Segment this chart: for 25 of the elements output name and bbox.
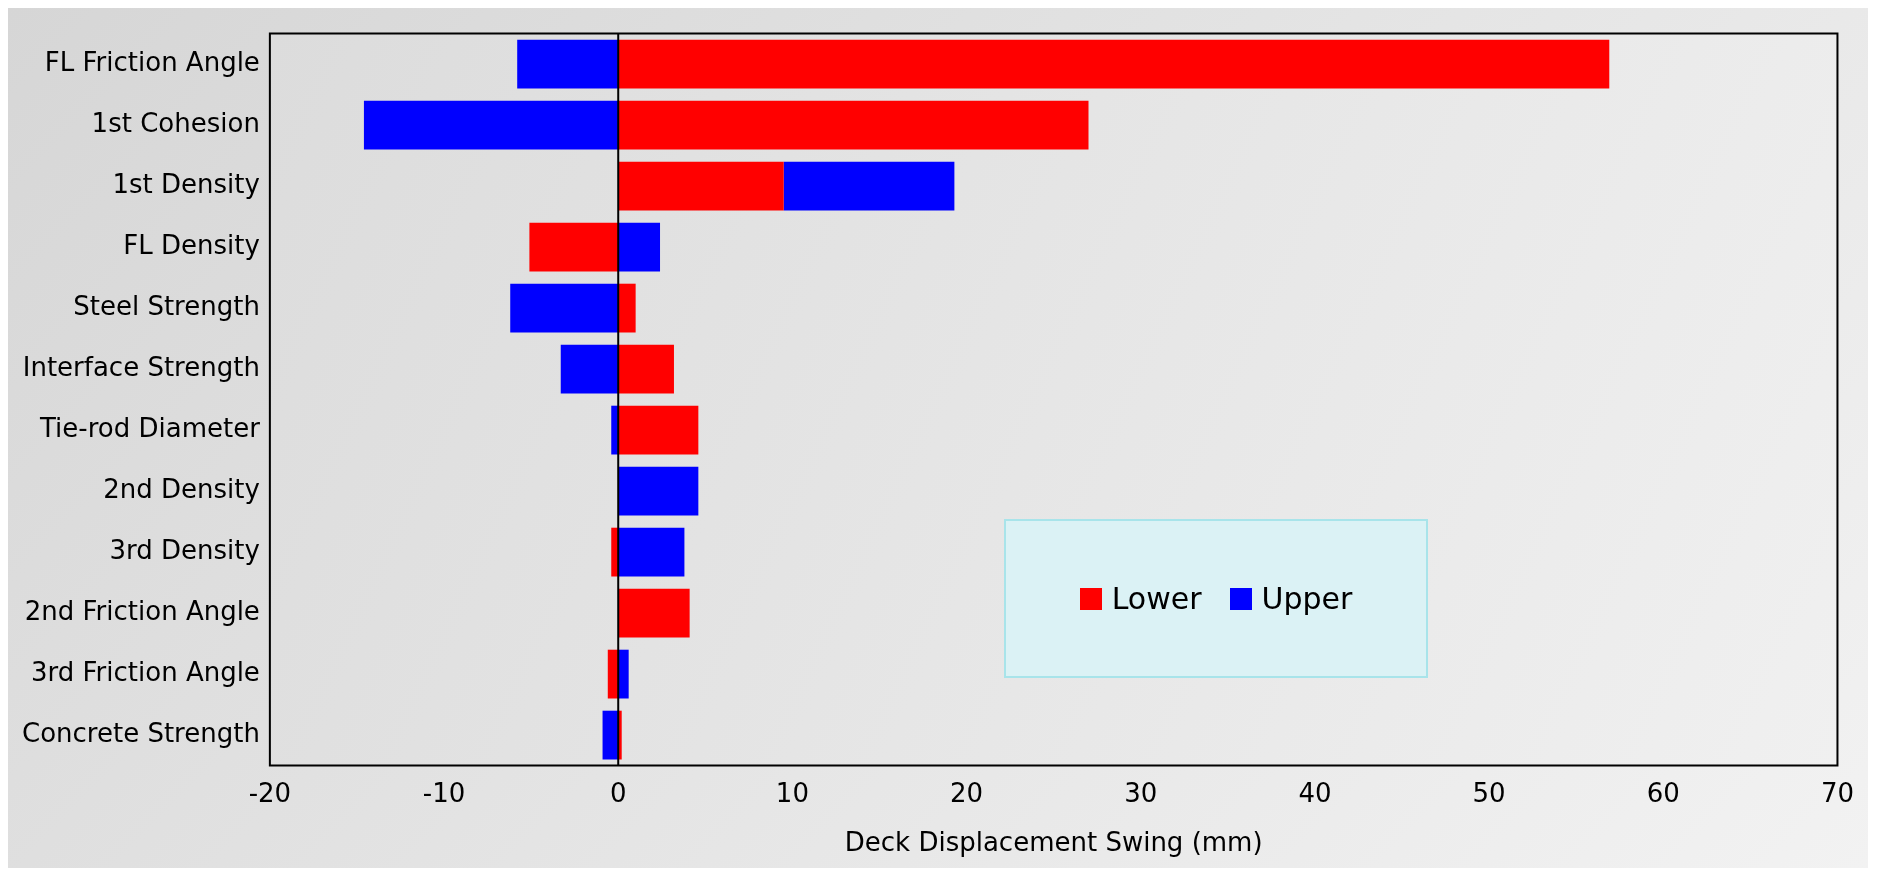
y-tick-label: 3rd Friction Angle xyxy=(31,656,260,687)
x-tick-label: 0 xyxy=(609,777,627,808)
y-tick-label: 2nd Density xyxy=(103,473,260,504)
x-tick-label: 10 xyxy=(775,777,809,808)
y-tick-label: FL Friction Angle xyxy=(44,46,260,77)
x-tick-label: 50 xyxy=(1472,777,1506,808)
y-tick-label: FL Density xyxy=(123,229,260,260)
x-tick-label: 20 xyxy=(950,777,984,808)
legend-label: Lower xyxy=(1111,581,1202,616)
x-tick-label: -20 xyxy=(248,777,292,808)
y-tick-label: 2nd Friction Angle xyxy=(24,595,260,626)
x-tick-label: 40 xyxy=(1298,777,1332,808)
y-tick-label: 3rd Density xyxy=(109,534,260,565)
y-tick-label: Steel Strength xyxy=(73,290,260,321)
y-tick-label: 1st Cohesion xyxy=(91,107,260,138)
y-tick-label: 1st Density xyxy=(112,168,260,199)
y-tick-label: Concrete Strength xyxy=(22,717,260,748)
x-tick-label: -10 xyxy=(422,777,466,808)
x-tick-label: 30 xyxy=(1124,777,1158,808)
x-tick-label: 70 xyxy=(1820,777,1854,808)
x-tick-label: 60 xyxy=(1646,777,1680,808)
y-tick-label: Tie-rod Diameter xyxy=(39,412,261,443)
y-tick-label: Interface Strength xyxy=(22,351,260,382)
legend-label: Upper xyxy=(1261,581,1353,616)
x-axis-title: Deck Displacement Swing (mm) xyxy=(844,827,1263,858)
